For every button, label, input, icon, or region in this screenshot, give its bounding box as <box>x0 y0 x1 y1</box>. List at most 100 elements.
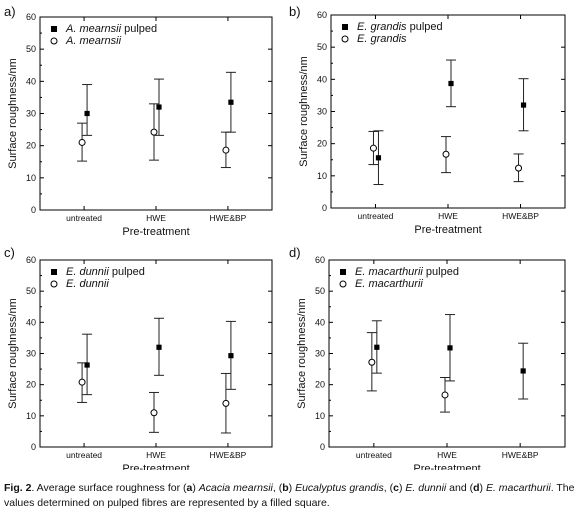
legend-marker-unpulped <box>341 35 349 43</box>
caption-text: ) <box>398 482 406 494</box>
caption-letter-b: b <box>282 482 289 494</box>
x-tick-label: untreated <box>66 213 102 223</box>
figure-panels: 0 10 20 30 40 50 60 untreated HWE HWE&BP Pre-treat… <box>4 4 566 470</box>
unpulped-point <box>222 399 230 407</box>
x-tick-label: HWE <box>146 213 166 223</box>
x-axis-title: Pre-treatment <box>414 224 481 236</box>
unpulped-point <box>515 164 523 172</box>
unpulped-point <box>369 144 377 152</box>
x-tick-label: HWE&BP <box>502 450 539 460</box>
legend-entry: E. dunnii <box>66 278 109 290</box>
y-tick-label: 30 <box>26 349 36 359</box>
y-tick-label: 20 <box>26 380 36 390</box>
legend-entry: E. macarthurii pulped <box>355 266 459 278</box>
caption-species-a: Acacia mearnsii <box>198 482 273 494</box>
y-tick-label: 30 <box>26 109 36 119</box>
x-tick-label: HWE&BP <box>209 450 246 460</box>
pulped-point <box>520 368 526 374</box>
unpulped-point <box>150 409 158 417</box>
y-tick-label: 50 <box>26 286 36 296</box>
legend-marker-unpulped <box>339 280 347 288</box>
caption-species-c: E. dunnii <box>405 482 447 494</box>
legend-entry: E. grandis <box>357 33 407 45</box>
caption-text: ) <box>288 482 296 494</box>
x-tick-label: HWE <box>438 211 458 221</box>
y-tick-label: 10 <box>315 411 325 421</box>
caption-species-d: E. macarthurii <box>485 482 551 494</box>
pulped-point <box>447 345 453 351</box>
y-axis-title: Surface roughness/nm <box>296 298 308 409</box>
pulped-point <box>84 362 90 368</box>
caption-text: ) <box>192 482 199 494</box>
y-axis-title: Surface roughness/nm <box>7 58 19 169</box>
legend-marker-unpulped <box>50 280 58 288</box>
caption-text: . The values determined on pulped fibres… <box>4 482 575 509</box>
x-axis-title: Pre-treatment <box>122 226 189 238</box>
legend-suffix: pulped <box>109 266 145 278</box>
legend-species-name: E. dunnii <box>66 266 109 278</box>
x-tick-label: untreated <box>66 450 102 460</box>
x-tick-label: untreated <box>357 211 393 221</box>
caption-letter-c: c <box>393 482 399 494</box>
legend-marker-pulped <box>342 24 348 30</box>
legend-entry: A. mearnsii <box>65 35 122 47</box>
y-tick-label: 30 <box>315 349 325 359</box>
legend-species-name: E. grandis <box>357 33 407 45</box>
y-tick-label: 50 <box>26 44 36 54</box>
caption-letter-d: d <box>473 482 480 494</box>
pulped-point <box>520 102 527 108</box>
y-tick-label: 60 <box>26 12 36 22</box>
y-tick-label: 40 <box>26 76 36 86</box>
y-tick-label: 10 <box>317 171 327 181</box>
legend-species-name: E. grandis <box>357 21 407 33</box>
x-tick-label: HWE <box>146 450 166 460</box>
y-tick-label: 20 <box>26 141 36 151</box>
chart-panel-d: 0 10 20 30 40 50 60 untreated HWE HWE&BP Pre-treat… <box>289 245 566 470</box>
panel-label: a) <box>4 4 16 19</box>
caption-text: , ( <box>272 482 283 494</box>
y-tick-label: 50 <box>317 42 327 52</box>
legend-marker-unpulped <box>50 37 58 45</box>
legend-marker-pulped <box>51 26 57 32</box>
y-tick-label: 40 <box>26 317 36 327</box>
legend-species-name: E. dunnii <box>66 278 109 290</box>
figure-caption: Fig. 2. Average surface roughness for (a… <box>4 481 576 511</box>
pulped-point <box>374 344 380 350</box>
unpulped-point <box>78 138 86 146</box>
pulped-point <box>228 99 234 105</box>
y-tick-label: 40 <box>315 317 325 327</box>
panel-label: d) <box>289 245 301 260</box>
y-tick-label: 10 <box>26 173 36 183</box>
y-tick-label: 0 <box>31 442 36 452</box>
legend-marker-pulped <box>51 269 57 275</box>
caption-text: . Average surface roughness for ( <box>31 482 187 494</box>
unpulped-point <box>441 391 449 399</box>
unpulped-point <box>368 358 376 366</box>
legend-species-name: A. mearnsii <box>65 35 122 47</box>
chart-panel-a: 0 10 20 30 40 50 60 untreated HWE HWE&BP Pre-treat… <box>4 4 273 238</box>
chart-panel-c: 0 10 20 30 40 50 60 untreated HWE HWE&BP Pre-treat… <box>4 245 273 470</box>
legend-entry: E. dunnii pulped <box>66 266 145 278</box>
pulped-point <box>156 344 162 350</box>
unpulped-point <box>442 150 450 158</box>
legend-entry: E. macarthurii <box>355 278 423 290</box>
x-axis-title: Pre-treatment <box>413 463 480 470</box>
legend-entry: E. grandis pulped <box>357 21 443 33</box>
caption-text: , ( <box>383 482 394 494</box>
caption-letter-a: a <box>186 482 193 494</box>
unpulped-point <box>150 128 158 136</box>
caption-fig-label: Fig. 2 <box>4 482 32 494</box>
legend-suffix: pulped <box>407 21 443 33</box>
x-tick-label: HWE&BP <box>209 213 246 223</box>
y-tick-label: 30 <box>317 107 327 117</box>
x-axis-title: Pre-treatment <box>122 463 189 470</box>
x-tick-label: HWE&BP <box>502 211 539 221</box>
y-tick-label: 20 <box>317 139 327 149</box>
y-tick-label: 0 <box>322 203 327 213</box>
y-tick-label: 40 <box>317 74 327 84</box>
pulped-point <box>228 353 234 359</box>
y-tick-label: 60 <box>317 10 327 20</box>
y-tick-label: 0 <box>320 442 325 452</box>
legend-species-name: A. mearnsii <box>65 23 122 35</box>
pulped-point <box>448 80 454 87</box>
